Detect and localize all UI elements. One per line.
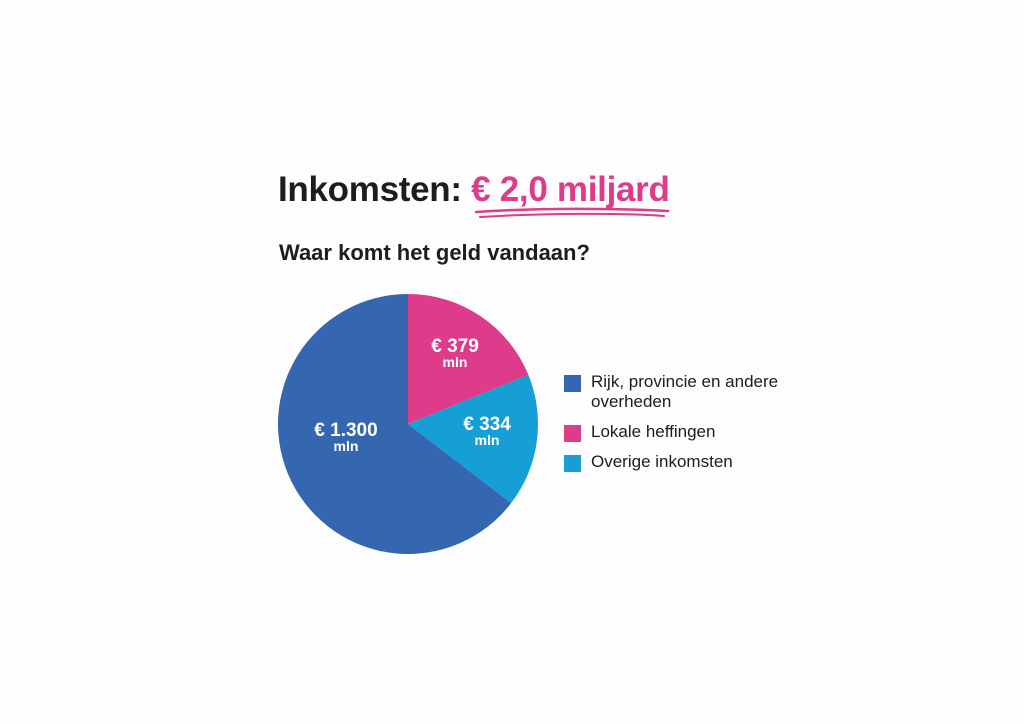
legend-item-rijk: Rijk, provincie en andere overheden (564, 372, 781, 412)
pie-slice-overig (408, 374, 538, 504)
pie-slice-lokaal (408, 294, 529, 424)
slice-value-label-lokaal: € 379 (431, 336, 479, 357)
slice-value-label-rijk: € 1.300 (314, 420, 377, 441)
legend-item-overig: Overige inkomsten (564, 452, 781, 472)
legend-label-rijk: Rijk, provincie en andere overheden (591, 372, 779, 411)
legend-swatch-overig (564, 455, 581, 472)
title-amount: € 2,0 miljard (471, 170, 670, 209)
chart-subtitle: Waar komt het geld vandaan? (279, 240, 590, 265)
slice-unit-label-rijk: mln (334, 438, 359, 454)
legend-label-lokaal: Lokale heffingen (591, 422, 716, 441)
chart-legend: Rijk, provincie en andere overheden Loka… (564, 372, 781, 482)
title-underline-decoration (474, 207, 670, 218)
legend-swatch-rijk (564, 375, 581, 392)
slice-unit-label-lokaal: mln (443, 354, 468, 370)
page-title: Inkomsten: € 2,0 miljard (278, 170, 670, 210)
legend-label-overig: Overige inkomsten (591, 452, 733, 471)
slice-value-label-overig: € 334 (463, 414, 511, 435)
title-prefix: Inkomsten: (278, 170, 462, 209)
legend-swatch-lokaal (564, 425, 581, 442)
slice-unit-label-overig: mln (475, 432, 500, 448)
pie-slice-rijk (277, 294, 512, 554)
legend-item-lokaal: Lokale heffingen (564, 422, 781, 442)
